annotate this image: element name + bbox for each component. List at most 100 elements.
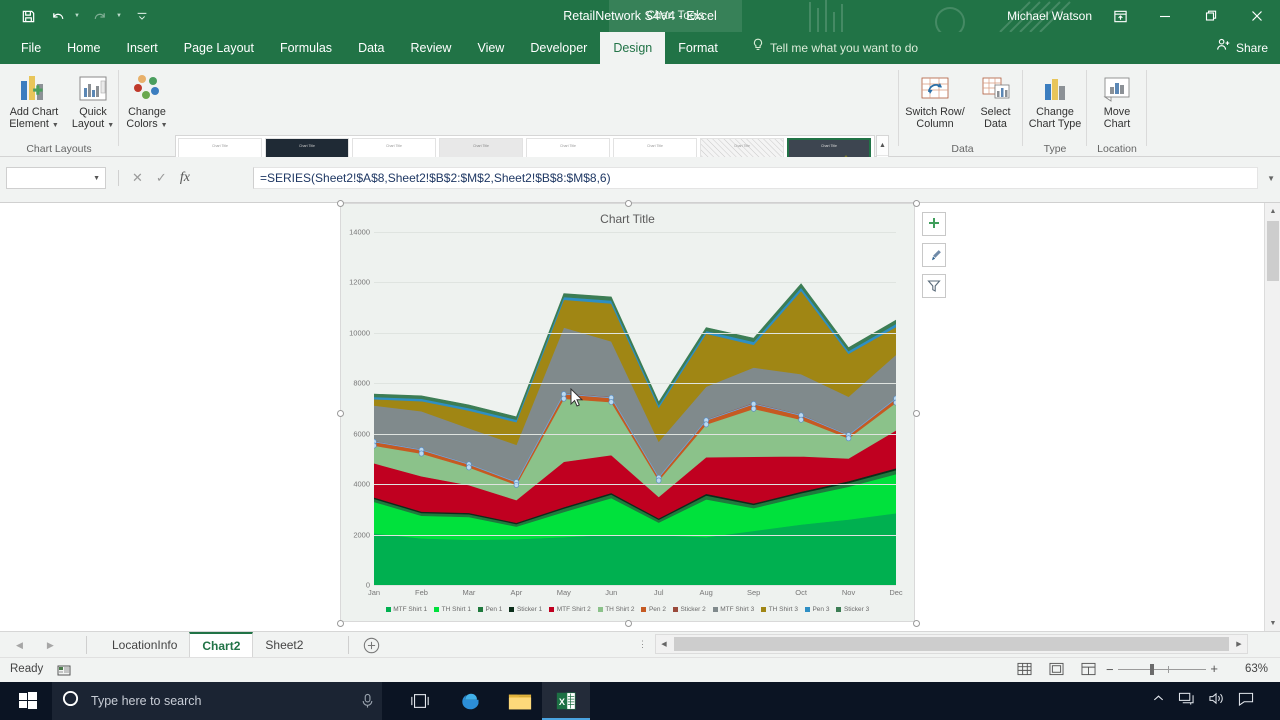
normal-view-icon[interactable] [1017, 662, 1032, 681]
legend-item[interactable]: MTF Shirt 2 [549, 606, 591, 613]
page-break-preview-icon[interactable] [1081, 662, 1096, 681]
scroll-left-icon[interactable]: ◀ [661, 641, 667, 648]
share-button[interactable]: Share [1216, 32, 1268, 64]
resize-handle-bottom-left[interactable] [337, 620, 344, 627]
gallery-scroll-up-icon[interactable]: ▲ [877, 136, 888, 156]
zoom-out-icon[interactable]: − [1106, 662, 1114, 677]
split-handle[interactable]: ⋮ [638, 639, 648, 649]
vertical-scrollbar[interactable]: ▲ ▼ [1264, 203, 1280, 631]
legend-item[interactable]: MTF Shirt 1 [385, 606, 427, 613]
move-chart-button[interactable]: Move Chart [1088, 69, 1146, 139]
scroll-right-icon[interactable]: ▶ [1236, 641, 1242, 648]
zoom-thumb[interactable] [1150, 664, 1154, 675]
horizontal-scrollbar[interactable]: ◀ ▶ [655, 634, 1248, 654]
legend-item[interactable]: MTF Shirt 3 [712, 606, 754, 613]
switch-row-column-button[interactable]: Switch Row/ Column [902, 69, 968, 139]
chevron-down-icon[interactable]: ▼ [93, 174, 100, 182]
tab-view[interactable]: View [477, 41, 505, 55]
resize-handle-middle-left[interactable] [337, 410, 344, 417]
sheet-tab-locationinfo[interactable]: LocationInfo [112, 638, 178, 652]
add-chart-element-button[interactable]: Add Chart Element ▼ [3, 69, 65, 139]
expand-formula-bar-icon[interactable]: ▼ [1267, 174, 1275, 183]
tab-design[interactable]: Design [600, 32, 666, 64]
next-sheet-icon[interactable]: ▶ [46, 639, 54, 650]
tab-home[interactable]: Home [67, 41, 101, 55]
sheet-tab-chart2[interactable]: Chart2 [189, 632, 254, 658]
chart-filters-button[interactable] [922, 274, 946, 298]
zoom-slider[interactable]: − + [1106, 661, 1218, 677]
tab-data[interactable]: Data [358, 41, 385, 55]
chart-styles-button[interactable] [922, 243, 946, 267]
tell-me-search[interactable]: Tell me what you want to do [752, 32, 918, 64]
page-layout-icon[interactable] [1049, 662, 1064, 681]
sheet-tab-sheet2[interactable]: Sheet2 [265, 638, 304, 652]
undo-icon[interactable] [48, 5, 68, 27]
minimize-icon[interactable] [1142, 0, 1188, 32]
legend-item[interactable]: TH Shirt 1 [434, 606, 471, 613]
change-colors-button[interactable]: Change Colors ▼ [120, 69, 174, 139]
tab-insert[interactable]: Insert [126, 41, 158, 55]
undo-caret-icon[interactable]: ▼ [74, 13, 80, 19]
user-account-name[interactable]: Michael Watson [1007, 9, 1092, 23]
resize-handle-top-center[interactable] [625, 200, 632, 207]
legend-item[interactable]: Sticker 2 [672, 606, 706, 613]
start-button[interactable] [6, 682, 50, 720]
cancel-icon[interactable]: ✕ [132, 170, 143, 185]
previous-sheet-icon[interactable]: ◀ [16, 639, 23, 650]
zoom-in-icon[interactable]: + [1210, 661, 1218, 676]
legend-item[interactable]: Pen 2 [641, 606, 666, 613]
select-data-button[interactable]: Select Data [968, 69, 1023, 139]
tab-formulas[interactable]: Formulas [279, 41, 333, 55]
chart-title[interactable]: Chart Title [600, 212, 655, 226]
action-center-icon[interactable] [1238, 691, 1254, 711]
legend-item[interactable]: Pen 1 [477, 606, 502, 613]
zoom-track[interactable] [1118, 669, 1206, 670]
quick-layout-button[interactable]: Quick Layout ▼ [62, 69, 124, 139]
redo-caret-icon[interactable]: ▼ [115, 13, 122, 19]
edge-icon[interactable] [446, 682, 494, 720]
legend-item[interactable]: TH Shirt 3 [761, 606, 798, 613]
insert-function-icon[interactable]: fx [179, 170, 190, 185]
microphone-icon[interactable] [360, 692, 375, 715]
accessibility-checker-icon[interactable] [57, 663, 71, 682]
file-explorer-icon[interactable] [496, 682, 544, 720]
change-chart-type-button[interactable]: Change Chart Type [1024, 69, 1086, 139]
name-box[interactable]: ▼ [6, 167, 106, 189]
chart-legend[interactable]: MTF Shirt 1 TH Shirt 1 Pen 1 Sticker 1 MTF S… [341, 606, 914, 613]
scroll-up-icon[interactable]: ▲ [1269, 207, 1277, 215]
restore-icon[interactable] [1188, 0, 1234, 32]
customize-quick-access-icon[interactable] [132, 5, 152, 27]
resize-handle-top-right[interactable] [913, 200, 920, 207]
network-icon[interactable] [1178, 691, 1195, 711]
tab-format[interactable]: Format [678, 41, 718, 55]
chart-elements-button[interactable] [922, 212, 946, 236]
legend-item[interactable]: Sticker 1 [509, 606, 542, 613]
chart-plot-area[interactable]: 0 2000 4000 6000 8000 10000 12000 14000 Jan Feb M… [349, 228, 903, 598]
add-sheet-button[interactable] [363, 632, 380, 658]
formula-input[interactable]: =SERIES(Sheet2!$A$8,Sheet2!$B$2:$M$2,She… [253, 167, 1258, 189]
resize-handle-bottom-center[interactable] [625, 620, 632, 627]
tab-developer[interactable]: Developer [530, 41, 588, 55]
scroll-down-icon[interactable]: ▼ [1269, 619, 1277, 627]
legend-item[interactable]: TH Shirt 2 [597, 606, 634, 613]
volume-icon[interactable] [1208, 691, 1225, 711]
legend-item[interactable]: Sticker 3 [836, 606, 869, 613]
taskbar-search[interactable]: Type here to search [52, 682, 382, 720]
resize-handle-top-left[interactable] [337, 200, 344, 207]
chart-object[interactable]: Chart Title 0 2000 4000 6000 8000 10000 12000 1… [337, 200, 946, 627]
ribbon-display-options-icon[interactable] [1100, 0, 1140, 32]
enter-icon[interactable]: ✓ [155, 170, 167, 185]
legend-item[interactable]: Pen 3 [804, 606, 829, 613]
redo-icon[interactable] [90, 5, 110, 27]
resize-handle-bottom-right[interactable] [913, 620, 920, 627]
close-icon[interactable] [1234, 0, 1280, 32]
zoom-level[interactable]: 63% [1244, 663, 1268, 675]
save-icon[interactable] [18, 5, 38, 27]
horizontal-scroll-thumb[interactable] [674, 637, 1229, 651]
show-hidden-icons[interactable] [1152, 692, 1165, 710]
tab-review[interactable]: Review [410, 41, 452, 55]
tab-file[interactable]: File [21, 41, 42, 55]
tab-page-layout[interactable]: Page Layout [183, 41, 254, 55]
resize-handle-middle-right[interactable] [913, 410, 920, 417]
vertical-scroll-thumb[interactable] [1267, 221, 1279, 281]
